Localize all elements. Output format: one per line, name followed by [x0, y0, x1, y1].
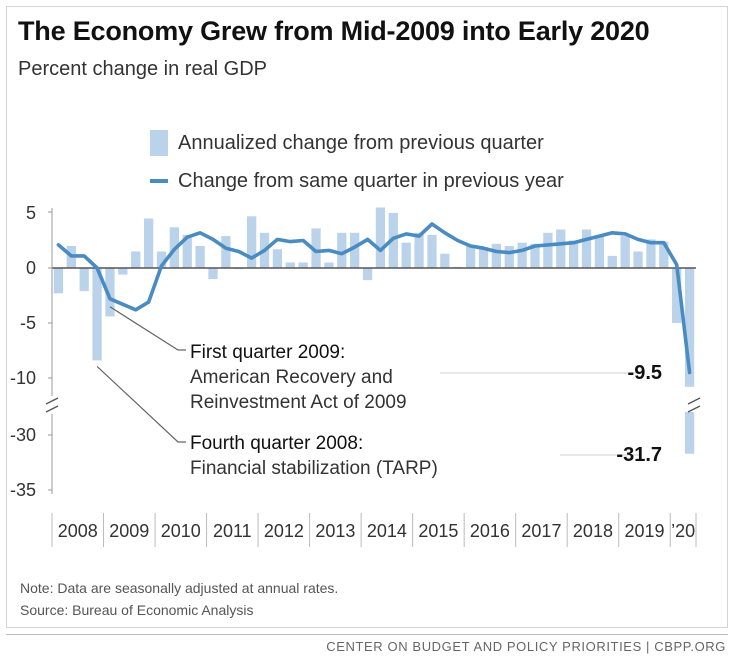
y-tick-label-0: 0 [26, 258, 36, 278]
axis-break-mark [687, 405, 701, 413]
axis-break-mark [45, 405, 59, 413]
chart-frame [6, 6, 728, 628]
annotation-pointer-arra [109, 306, 186, 351]
bar-2018-q1 [569, 240, 579, 268]
bar-2011-q2 [221, 236, 231, 268]
footer-divider [6, 634, 728, 635]
bar-2013-q2 [324, 262, 334, 268]
annotation-pointer-tarp [96, 365, 186, 443]
axis-break-mark [687, 397, 701, 405]
bar-2016-q4 [504, 246, 514, 268]
line-series [56, 222, 692, 375]
legend-item-bars: Annualized change from previous quarter [150, 130, 544, 156]
y-tick-label-minus-30: -30 [10, 425, 36, 445]
bar-2018-q4 [607, 255, 617, 268]
x-tick-label-9: 2017 [521, 521, 561, 541]
x-tick-label-1: 2009 [109, 521, 149, 541]
bar-2008-q4 [92, 268, 102, 361]
x-axis-labels: 2008 2009 2010 2011 2012 2013 2014 2015 2016 2017… [51, 513, 697, 547]
x-tick-label-7: 2015 [418, 521, 458, 541]
callout-bar-value: -31.7 [616, 444, 662, 466]
x-tick-label-10: 2018 [573, 521, 613, 541]
bar-2019-q1 [620, 236, 630, 268]
annotation-tarp-heading: Fourth quarter 2008: [190, 433, 363, 454]
callout-line-value: -9.5 [628, 362, 662, 384]
annotation-tarp-line-1: Financial stabilization (TARP) [190, 458, 438, 479]
bar-2014-q4 [401, 242, 411, 268]
bar-2013-q1 [311, 228, 321, 268]
axis-break-mark [45, 397, 59, 405]
annotations: First quarter 2009: American Recovery an… [96, 306, 438, 479]
chart-subtitle: Percent change in real GDP [18, 58, 268, 80]
chart-title: The Economy Grew from Mid-2009 into Earl… [18, 16, 650, 46]
bar-2009-q4 [143, 218, 154, 268]
footer-credit: CENTER ON BUDGET AND POLICY PRIORITIES |… [326, 639, 726, 654]
bar-2010-q1 [156, 251, 167, 268]
annotation-arra-heading: First quarter 2009: [190, 342, 345, 363]
bar-2009-q3 [131, 251, 141, 268]
yoy-change-line [56, 222, 692, 375]
bar-2011-q1 [208, 268, 218, 279]
x-tick-label-3: 2011 [213, 521, 252, 541]
bar-2018-q3 [594, 236, 605, 268]
annotation-arra-line-2: Reinvestment Act of 2009 [190, 392, 407, 413]
bar-2016-q1 [465, 246, 476, 268]
callouts: -9.5 -31.7 [616, 362, 662, 466]
source-text: Source: Bureau of Economic Analysis [20, 602, 254, 618]
bar-2008-q1 [53, 268, 64, 294]
bar-2019-q4 [659, 241, 669, 268]
bar-2014-q2 [375, 207, 386, 268]
bar-2020-q2 [684, 268, 695, 387]
legend-line-swatch [150, 179, 168, 183]
x-tick-label-2: 2010 [161, 521, 201, 541]
y-tick-label-minus-35: -35 [10, 480, 36, 500]
x-tick-label-11: 2019 [624, 521, 664, 541]
bar-2016-q2 [478, 247, 489, 268]
bar-2020-q2-lower [684, 412, 695, 454]
bar-2017-q4 [556, 229, 566, 268]
bar-2015-q1 [414, 232, 424, 268]
bar-2014-q1 [362, 268, 373, 281]
y-tick-label-5: 5 [26, 203, 36, 223]
bar-2017-q2 [530, 243, 540, 268]
bar-2010-q3 [182, 235, 192, 268]
x-tick-label-5: 2013 [315, 521, 355, 541]
bar-2013-q3 [337, 232, 347, 268]
x-tick-label-8: 2016 [470, 521, 510, 541]
bar-2019-q2 [633, 251, 643, 268]
bar-2012-q3 [285, 262, 295, 268]
legend-bar-label: Annualized change from previous quarter [178, 131, 544, 154]
note-text: Note: Data are seasonally adjusted at an… [20, 580, 339, 596]
bar-2008-q3 [79, 268, 89, 292]
x-tick-label-0: 2008 [58, 521, 98, 541]
bar-2012-q4 [298, 262, 308, 268]
bar-2009-q1 [105, 268, 115, 317]
bar-2018-q2 [581, 229, 592, 268]
bar-2017-q1 [517, 242, 527, 268]
y-tick-label-minus-5: -5 [20, 313, 36, 333]
legend-bar-swatch [150, 130, 168, 156]
bar-2020-q1 [672, 268, 682, 323]
x-tick-label-12: ’20 [671, 521, 695, 541]
annotation-arra-line-1: American Recovery and [190, 367, 393, 388]
bar-2019-q3 [646, 239, 656, 268]
bar-2017-q3 [543, 232, 553, 268]
bar-2015-q3 [440, 253, 450, 268]
y-axis: 5 0 -5 -10 -30 -35 [10, 203, 36, 500]
legend-line-label: Change from same quarter in previous yea… [178, 169, 564, 192]
y-tick-label-minus-10: -10 [10, 368, 36, 388]
bar-2015-q2 [427, 235, 437, 268]
x-tick-label-6: 2014 [367, 521, 407, 541]
bar-2009-q2 [118, 268, 128, 275]
x-tick-label-4: 2012 [264, 521, 304, 541]
bar-2013-q4 [350, 232, 360, 268]
bar-2012-q2 [272, 249, 283, 268]
legend-item-line: Change from same quarter in previous yea… [150, 168, 564, 194]
bar-2010-q4 [195, 246, 205, 268]
bar-2011-q4 [247, 216, 257, 268]
bar-2016-q3 [491, 243, 501, 268]
